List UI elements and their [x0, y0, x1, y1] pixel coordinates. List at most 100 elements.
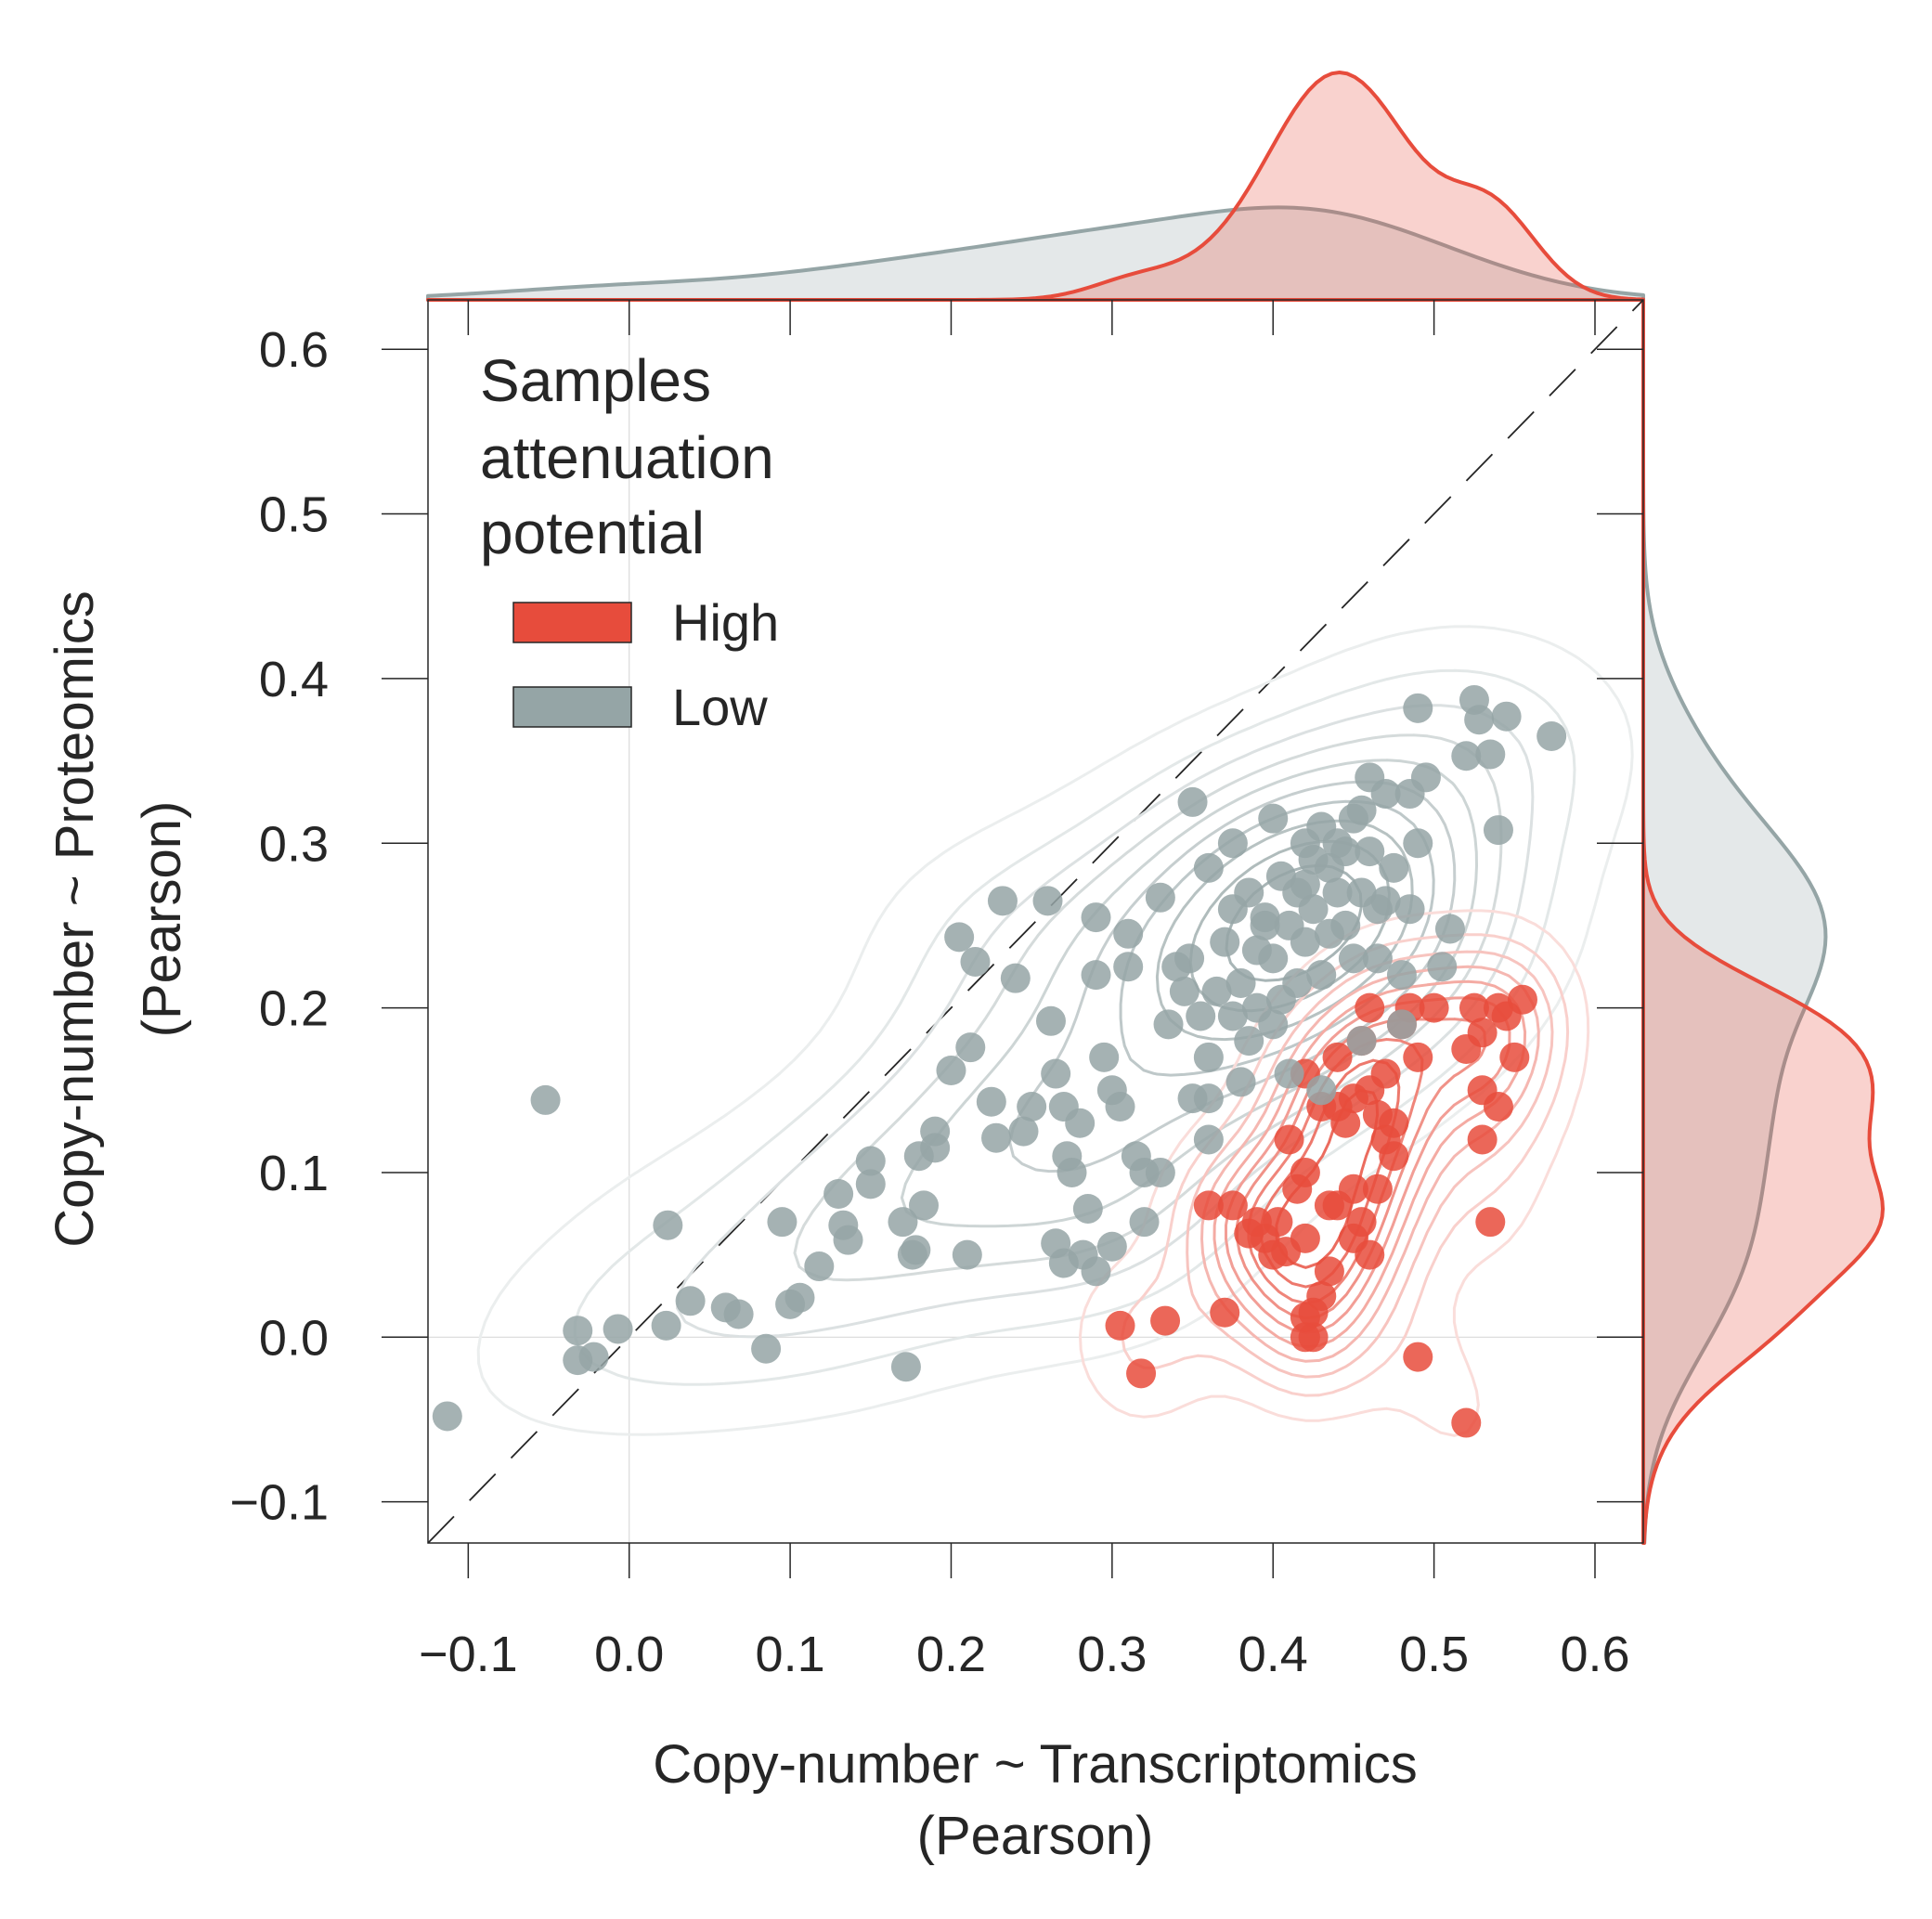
point-high [1370, 1058, 1401, 1089]
point-low [1290, 869, 1320, 900]
point-high [1346, 1207, 1377, 1238]
point-high [1330, 1108, 1361, 1138]
point-high [1499, 1042, 1530, 1072]
point-low [987, 886, 1018, 916]
point-low [1322, 877, 1353, 908]
contour-high [1186, 950, 1554, 1379]
legend-swatch-low [512, 686, 632, 728]
point-low [1537, 720, 1567, 751]
y-tick-label: 0.3 [259, 816, 329, 872]
point-high [1355, 992, 1385, 1023]
point-high [1241, 1207, 1272, 1238]
point-low [767, 1207, 797, 1238]
contour-low [793, 733, 1503, 1282]
point-low [1113, 952, 1144, 982]
point-low [1464, 705, 1495, 735]
y-axis-label-line-1: Copy-number ~ Proteomics [45, 590, 105, 1248]
point-high [1217, 1190, 1248, 1221]
point-low [1386, 1009, 1417, 1040]
point-low [1282, 968, 1313, 999]
point-low [723, 1299, 754, 1329]
point-low [1201, 976, 1232, 1006]
y-tick-label: 0.5 [259, 487, 329, 543]
point-low [1032, 886, 1063, 916]
point-low [1250, 902, 1280, 933]
point-low [1174, 943, 1205, 974]
legend-title-line-3: potential [480, 499, 705, 566]
point-low [1241, 935, 1272, 966]
x-tick-label: 0.0 [594, 1627, 664, 1682]
point-low [1113, 918, 1144, 949]
top-marginal-density [426, 71, 1645, 302]
point-high [1507, 984, 1537, 1015]
point-low [1081, 1256, 1111, 1287]
x-axis-label: Copy-number ~ Transcriptomics (Pearson) [653, 1734, 1418, 1866]
point-low [530, 1084, 561, 1115]
point-low [1193, 1042, 1224, 1072]
x-tick-label: 0.3 [1077, 1627, 1147, 1682]
point-low [784, 1282, 815, 1313]
diagonal-line [427, 299, 1644, 1544]
point-low [1035, 1005, 1066, 1036]
point-low [1089, 1042, 1120, 1072]
point-low [1193, 1124, 1224, 1155]
point-high [1290, 1223, 1320, 1253]
legend-label-low: Low [672, 678, 768, 736]
point-low [1210, 927, 1240, 957]
point-low [1403, 828, 1433, 859]
point-low [1225, 968, 1256, 999]
point-low [1338, 803, 1368, 834]
contour-low [476, 625, 1634, 1436]
point-low [1451, 741, 1482, 771]
legend: Samples attenuation potential High Low [480, 347, 779, 736]
point-low [1129, 1207, 1160, 1238]
point-low [1475, 739, 1506, 770]
point-high [1467, 1124, 1498, 1155]
point-low [1177, 1083, 1208, 1114]
point-high [1338, 1083, 1368, 1114]
point-low [1041, 1058, 1071, 1089]
point-low [1177, 786, 1208, 817]
y-tick-label: 0.4 [259, 652, 329, 707]
x-tick-label: 0.2 [916, 1627, 986, 1682]
point-low [960, 946, 991, 977]
point-low [1306, 1075, 1337, 1106]
point-low [651, 1310, 681, 1341]
point-low [1057, 1157, 1087, 1187]
point-low [1234, 1026, 1264, 1057]
legend-label-high: High [672, 593, 779, 652]
point-low [1370, 779, 1401, 810]
point-low [976, 1086, 1006, 1117]
x-axis-label-line-2: (Pearson) [917, 1806, 1154, 1866]
x-tick-label: 0.5 [1399, 1627, 1469, 1682]
x-axis-label-line-1: Copy-number ~ Transcriptomics [653, 1734, 1418, 1795]
scatter-points [432, 684, 1567, 1438]
point-low [890, 1352, 921, 1382]
y-axis-label-line-2: (Pearson) [132, 801, 192, 1038]
point-low [1193, 852, 1224, 883]
point-low [1217, 1001, 1248, 1031]
point-low [432, 1401, 462, 1432]
point-low [1370, 886, 1401, 916]
point-low [1290, 927, 1320, 957]
point-low [1096, 1231, 1127, 1262]
point-low [1186, 1001, 1216, 1031]
point-low [1065, 1108, 1096, 1138]
legend-title-line-1: Samples [480, 347, 711, 414]
point-low [901, 1235, 931, 1265]
point-low [1274, 1058, 1304, 1089]
point-high [1403, 1042, 1433, 1072]
point-low [952, 1239, 982, 1270]
point-low [1298, 844, 1329, 875]
point-low [981, 1122, 1012, 1153]
y-tick-label: 0.0 [259, 1310, 329, 1366]
point-low [675, 1286, 706, 1316]
point-low [653, 1210, 683, 1240]
point-low [1105, 1092, 1135, 1122]
x-tick-label: 0.1 [756, 1627, 825, 1682]
point-low [920, 1133, 951, 1163]
y-axis-label: Copy-number ~ Proteomics (Pearson) [45, 590, 192, 1248]
point-high [1322, 1042, 1353, 1072]
legend-title-line-2: attenuation [480, 424, 774, 491]
